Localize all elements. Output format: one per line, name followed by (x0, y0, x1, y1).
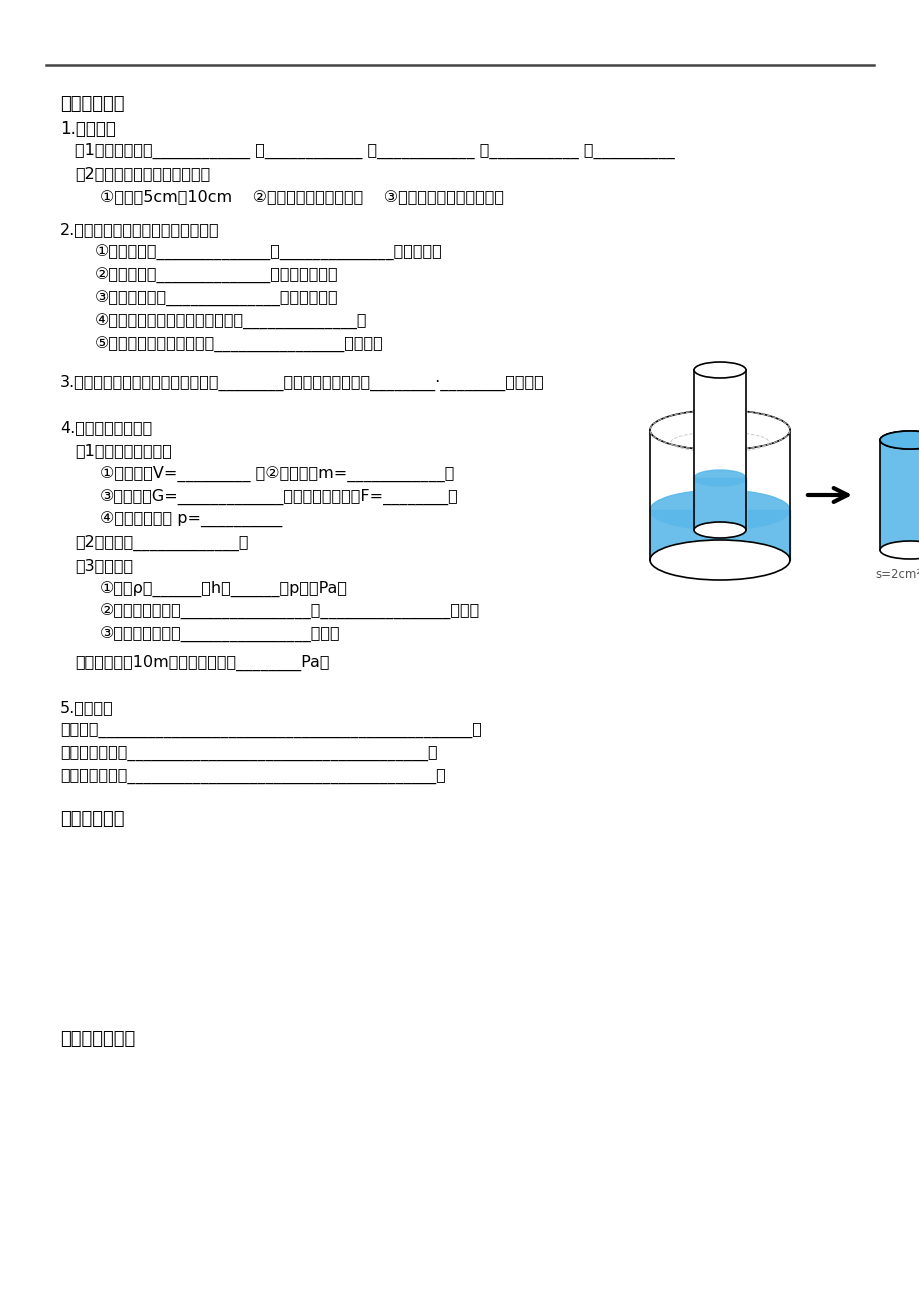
Text: 连通器指______________________________________________。: 连通器指____________________________________… (60, 723, 482, 738)
Ellipse shape (879, 431, 919, 449)
Text: 应用：水面下10m处向上的压强是________Pa。: 应用：水面下10m处向上的压强是________Pa。 (75, 655, 329, 672)
Text: （1）实验器材：____________ ，____________ ，____________ ，___________ ，__________: （1）实验器材：____________ ，____________ ，____… (75, 143, 674, 159)
Text: （3）注意：: （3）注意： (75, 559, 133, 573)
Ellipse shape (879, 431, 919, 449)
Text: （2）公式：_____________；: （2）公式：_____________； (75, 535, 248, 551)
Text: 【知识网络图】: 【知识网络图】 (60, 1030, 135, 1048)
Ellipse shape (650, 490, 789, 530)
Text: ①水柱体积V=_________ ，②水柱质量m=____________，: ①水柱体积V=_________ ，②水柱质量m=____________， (100, 466, 454, 482)
Text: 连通器的特点：_____________________________________。: 连通器的特点：_________________________________… (60, 746, 437, 762)
Text: ④同一深度液体向各个方向的压强______________。: ④同一深度液体向各个方向的压强______________。 (95, 314, 367, 331)
Text: ③水柱重力G=_____________，水柱对底面压力F=________，: ③水柱重力G=_____________，水柱对底面压力F=________， (100, 490, 459, 505)
Bar (650, 430, 789, 560)
Text: 5.连通器：: 5.连通器： (60, 700, 114, 715)
Ellipse shape (650, 540, 789, 579)
Ellipse shape (693, 362, 745, 378)
Bar (879, 440, 919, 549)
Text: 【质疑探究】: 【质疑探究】 (60, 95, 124, 113)
Text: ③液体的压强随______________增加而增大。: ③液体的压强随______________增加而增大。 (95, 292, 338, 307)
Text: 连通器的应用：______________________________________。: 连通器的应用：_________________________________… (60, 769, 446, 784)
Text: 1.探究实验: 1.探究实验 (60, 120, 116, 138)
Text: ①深度为5cm和10cm    ②将数据填入教材表格中    ③盐水实验和水实验同时做: ①深度为5cm和10cm ②将数据填入教材表格中 ③盐水实验和水实验同时做 (100, 189, 504, 204)
Ellipse shape (879, 542, 919, 559)
Ellipse shape (693, 470, 745, 486)
Text: ③液体压强跟所取________________无关。: ③液体压强跟所取________________无关。 (100, 628, 340, 643)
Text: （1）步骤：填入公式: （1）步骤：填入公式 (75, 443, 172, 458)
Ellipse shape (693, 522, 745, 538)
Text: ④底面受到压强 p=__________: ④底面受到压强 p=__________ (100, 512, 282, 529)
Ellipse shape (879, 431, 919, 449)
Text: 【归纳总结】: 【归纳总结】 (60, 810, 124, 828)
Text: ①单位ρ用______，h用______，p才是Pa。: ①单位ρ用______，h用______，p才是Pa。 (100, 581, 347, 598)
Text: ②液体的压强只跟________________和________________有关，: ②液体的压强只跟________________和_______________… (100, 604, 480, 620)
Text: s=2cm²: s=2cm² (874, 568, 919, 581)
Text: ①液体对容器______________和______________都有压强。: ①液体对容器______________和______________都有压强。 (95, 245, 442, 262)
Text: ⑤不同液体的压强还跟它的________________有关系。: ⑤不同液体的压强还跟它的________________有关系。 (95, 337, 383, 353)
Text: 3.液体压强产生的原因：由于液体有________性，它的压强不同于________·________的特点。: 3.液体压强产生的原因：由于液体有________性，它的压强不同于______… (60, 375, 544, 391)
Text: （2）根据教材完成实验探究。: （2）根据教材完成实验探究。 (75, 165, 210, 181)
Ellipse shape (650, 410, 789, 450)
Bar (650, 510, 789, 560)
Bar (879, 440, 919, 549)
Text: 2.根据实验数据分析液体压强规律。: 2.根据实验数据分析液体压强规律。 (60, 223, 220, 237)
Bar (693, 370, 745, 530)
Bar (693, 478, 745, 530)
Text: 4.液体压强的计算：: 4.液体压强的计算： (60, 421, 152, 435)
Text: ②液体内部向______________方向都有压强。: ②液体内部向______________方向都有压强。 (95, 268, 338, 284)
